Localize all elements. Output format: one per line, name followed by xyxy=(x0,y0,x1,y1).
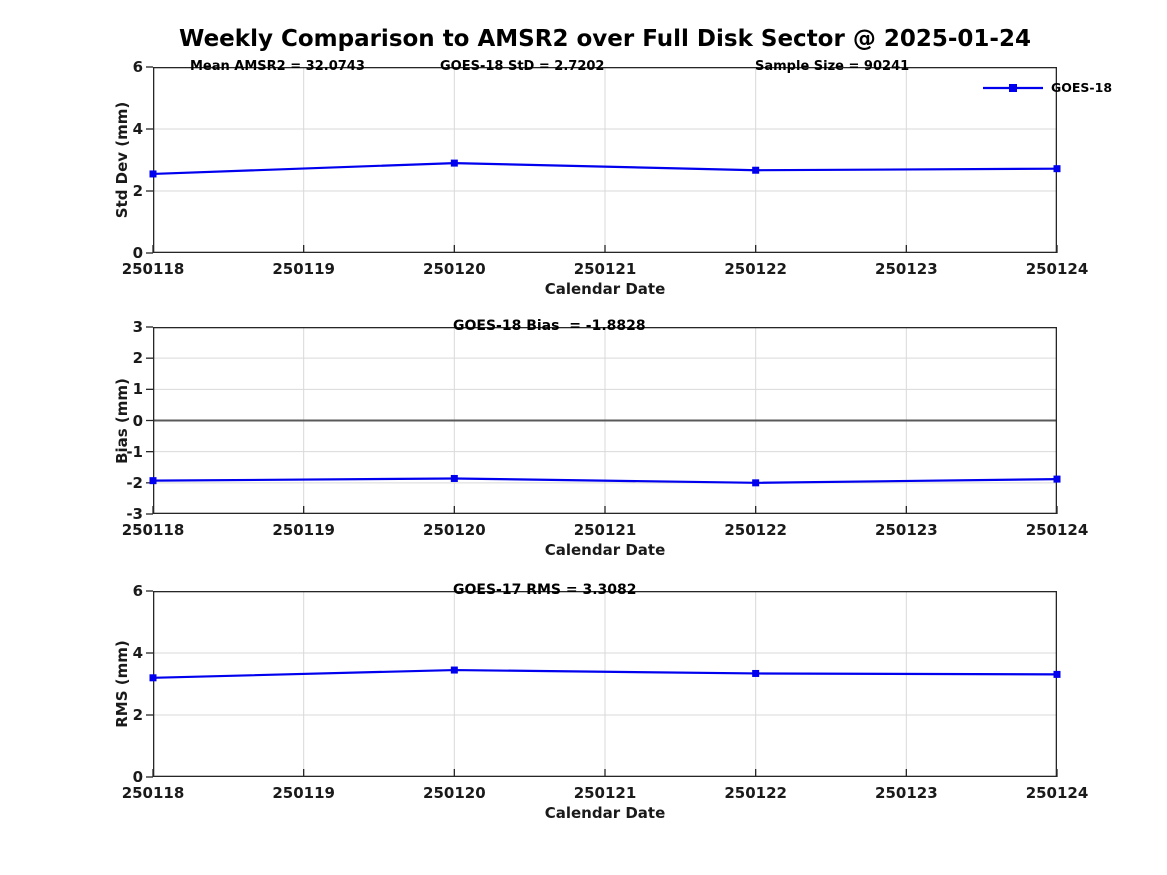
data-point-marker xyxy=(149,674,157,682)
legend-label-goes-18: GOES-18 xyxy=(1051,80,1113,95)
subplot-std-dev: Mean AMSR2 = 32.0743 GOES-18 StD = 2.720… xyxy=(113,58,1112,298)
x-tick-label: 250123 xyxy=(875,784,938,802)
annotation-mean-amsr2: Mean AMSR2 = 32.0743 xyxy=(190,59,365,74)
rms-x-axis-label: Calendar Date xyxy=(544,804,666,822)
y-tick-label: 0 xyxy=(132,244,143,262)
subplot-rms: GOES-17 RMS = 3.3082 0 2 4 6 250118 250119 25… xyxy=(113,582,1088,822)
data-point-marker xyxy=(149,477,157,485)
x-tick-label: 250124 xyxy=(1025,260,1089,278)
data-point-marker xyxy=(450,666,458,674)
data-point-marker xyxy=(149,170,157,178)
subplot-bias: GOES-18 Bias = -1.8828 -3 -2 -1 0 1 2 3 250118… xyxy=(113,318,1088,559)
annotation-goes18-std: GOES-18 StD = 2.7202 xyxy=(440,59,605,74)
data-point-marker xyxy=(1053,475,1061,483)
annotation-sample-size: Sample Size = 90241 xyxy=(755,59,910,74)
bias-x-axis-label: Calendar Date xyxy=(544,541,666,559)
x-tick-label: 250118 xyxy=(121,784,185,802)
y-tick-label: 1 xyxy=(132,380,143,399)
y-tick-label: 2 xyxy=(132,349,143,368)
x-tick-label: 250121 xyxy=(573,784,637,802)
x-tick-label: 250123 xyxy=(875,260,938,278)
x-tick-label: 250119 xyxy=(272,784,335,802)
axes-frame xyxy=(152,66,1058,253)
y-tick-label: -1 xyxy=(126,442,143,461)
std-dev-plot-canvas xyxy=(146,66,1061,254)
rms-plot-canvas xyxy=(146,590,1061,778)
data-point-marker xyxy=(1053,670,1061,678)
legend-line-sample-icon xyxy=(983,83,1043,92)
bias-y-axis-label: Bias (mm) xyxy=(113,377,131,464)
annotation-goes17-rms: GOES-17 RMS = 3.3082 xyxy=(453,582,637,598)
x-tick-label: 250121 xyxy=(573,521,637,539)
x-tick-label: 250119 xyxy=(272,521,335,539)
x-tick-label: 250122 xyxy=(724,260,787,278)
x-tick-label: 250120 xyxy=(423,784,486,802)
y-tick-label: 6 xyxy=(132,582,143,600)
x-tick-label: 250120 xyxy=(423,521,486,539)
std-dev-y-axis-label: Std Dev (mm) xyxy=(113,101,131,219)
y-tick-label: 0 xyxy=(132,768,143,786)
data-point-marker xyxy=(752,669,760,677)
data-point-marker xyxy=(1053,165,1061,173)
y-tick-label: 6 xyxy=(132,58,143,76)
axes-frame xyxy=(152,590,1058,777)
y-tick-label: 2 xyxy=(132,182,143,200)
legend: GOES-18 xyxy=(983,80,1112,95)
rms-y-axis-label: RMS (mm) xyxy=(113,640,131,728)
x-tick-label: 250124 xyxy=(1025,521,1089,539)
data-point-marker xyxy=(752,166,760,174)
x-tick-label: 250119 xyxy=(272,260,335,278)
data-line-goes-18 xyxy=(152,161,1058,176)
std-dev-x-axis-label: Calendar Date xyxy=(544,280,666,298)
y-tick-label: 2 xyxy=(132,706,143,724)
y-tick-label: -3 xyxy=(126,505,143,523)
x-tick-label: 250122 xyxy=(724,521,787,539)
figure-title: Weekly Comparison to AMSR2 over Full Dis… xyxy=(179,26,1031,52)
y-tick-label: -2 xyxy=(126,473,143,492)
bias-plot-canvas xyxy=(146,326,1061,515)
y-tick-label: 4 xyxy=(132,644,143,662)
x-tick-label: 250118 xyxy=(121,260,185,278)
data-line-goes-18 xyxy=(152,668,1058,679)
x-tick-label: 250118 xyxy=(121,521,185,539)
y-tick-label: 0 xyxy=(132,411,143,430)
x-tick-label: 250124 xyxy=(1025,784,1089,802)
data-point-marker xyxy=(450,159,458,167)
x-tick-label: 250123 xyxy=(875,521,938,539)
x-tick-label: 250120 xyxy=(423,260,486,278)
data-line-goes-18 xyxy=(152,477,1058,484)
annotation-goes18-bias: GOES-18 Bias = -1.8828 xyxy=(453,318,646,334)
x-tick-label: 250121 xyxy=(573,260,637,278)
axes-frame xyxy=(152,326,1058,514)
data-point-marker xyxy=(752,479,760,487)
y-tick-label: 3 xyxy=(132,318,143,336)
data-point-marker xyxy=(450,474,458,482)
x-tick-label: 250122 xyxy=(724,784,787,802)
y-tick-label: 4 xyxy=(132,120,143,138)
